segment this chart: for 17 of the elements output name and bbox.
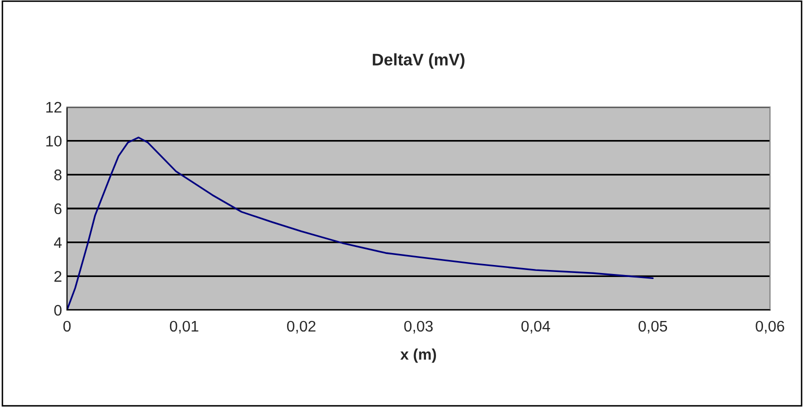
y-tick-label: 4	[54, 237, 62, 248]
x-tick-label: 0	[63, 320, 71, 332]
y-tick-label: 2	[54, 271, 62, 282]
x-tick-label: 0,04	[521, 320, 550, 334]
x-axis-title: x (m)	[400, 348, 436, 363]
y-tick-label: 12	[46, 102, 62, 113]
x-tick-label: 0,01	[170, 320, 198, 334]
y-tick-label: 0	[54, 304, 62, 316]
x-tick-label: 0,06	[756, 320, 784, 334]
chart-title: DeltaV (mV)	[372, 53, 464, 69]
x-tick-label: 0,02	[287, 320, 316, 334]
y-tick-label: 10	[46, 136, 62, 147]
x-tick-label: 0,03	[404, 320, 433, 334]
y-tick-label: 6	[54, 203, 62, 214]
x-tick-label: 0,05	[638, 320, 668, 334]
line-series	[67, 136, 654, 310]
y-tick-label: 8	[54, 170, 62, 180]
